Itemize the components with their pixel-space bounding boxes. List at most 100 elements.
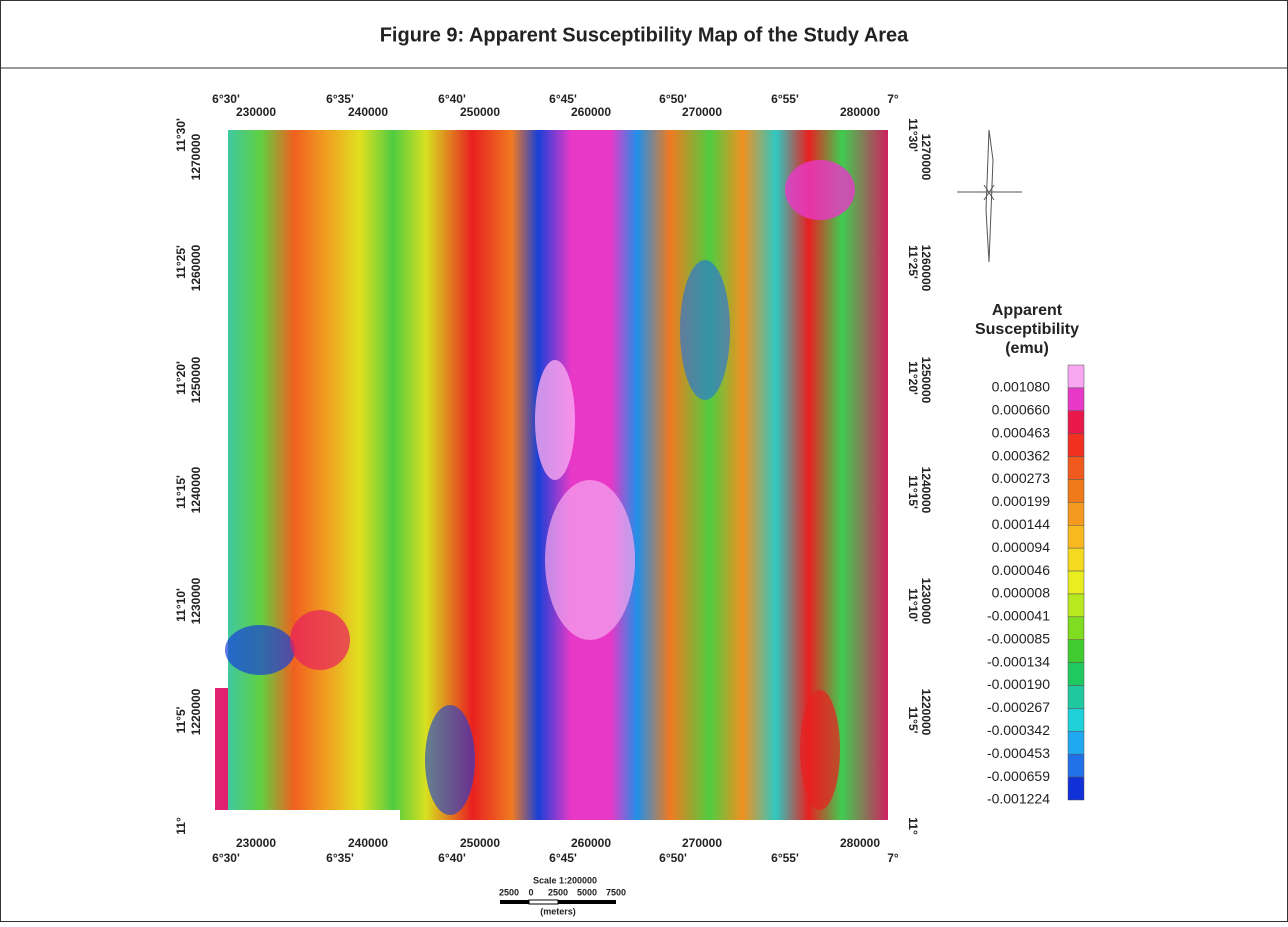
legend-swatch [1067,639,1085,663]
coord-label: 6°55' [771,851,799,865]
coord-label: 6°50' [659,851,687,865]
map-blob [290,610,350,670]
legend-label: -0.000342 [987,722,1050,738]
coord-label: 1270000 [919,134,933,181]
scale-title: Scale 1:200000 [533,875,597,885]
coord-label: 11°30' [906,118,920,152]
coord-label: 6°30' [212,851,240,865]
legend-swatch [1067,662,1085,686]
coord-label: 7° [887,92,899,106]
legend-swatch [1067,525,1085,549]
scale-tick: 2500 [499,887,519,897]
legend-label: 0.000362 [992,447,1051,463]
legend-swatch [1067,364,1085,389]
coord-label: 1260000 [189,244,203,291]
legend-label: -0.000085 [987,630,1050,646]
coord-label: 240000 [348,836,388,850]
legend-label: -0.001224 [987,791,1050,807]
coord-label: 6°40' [438,851,466,865]
coord-label: 11°10' [906,588,920,622]
scale-tick: 0 [528,887,533,897]
legend-title: (emu) [1005,340,1049,357]
figure-title: Figure 9: Apparent Susceptibility Map of… [380,24,909,46]
legend-label: 0.000144 [992,516,1051,532]
coord-label: 6°35' [326,92,354,106]
coord-label: 280000 [840,836,880,850]
legend-label: 0.000046 [992,562,1051,578]
scale-tick: 5000 [577,887,597,897]
legend-label: 0.000463 [992,424,1051,440]
legend-label: 0.000008 [992,585,1051,601]
legend-label: -0.000453 [987,745,1050,761]
map-raster [215,688,228,820]
coord-label: 1230000 [919,578,933,625]
north-arrow [957,129,1022,263]
coord-label: 11° [174,817,188,835]
coord-label: 1240000 [919,467,933,514]
coord-label: 7° [887,851,899,865]
legend-swatch [1067,708,1085,732]
coord-label: 6°55' [771,92,799,106]
coord-label: 6°45' [549,851,577,865]
map-blob [425,705,475,815]
legend-swatch [1067,433,1085,457]
legend-swatch [1067,547,1085,572]
legend-label: -0.000267 [987,699,1050,715]
legend-swatch [1067,502,1085,526]
coord-label: 6°35' [326,851,354,865]
map-blob [800,690,840,810]
legend-swatch [1067,479,1085,503]
scale-bar: Scale 1:200000 2500 0 2500 5000 7500 (meters) [499,875,626,916]
coord-label: 270000 [682,836,722,850]
coord-label: 1260000 [919,245,933,292]
map-image [215,130,888,822]
coord-label: 6°45' [549,92,577,106]
map-blob [680,260,730,400]
coord-label: 11°15' [906,475,920,509]
scale-tick: 7500 [606,887,626,897]
legend-title: Susceptibility [975,321,1079,338]
legend-swatch [1067,410,1085,434]
legend-swatch [1067,776,1085,801]
coord-label: 11°20' [906,361,920,395]
coord-label: 11°15' [174,475,188,509]
coord-label: 11° [906,817,920,835]
coord-label: 6°40' [438,92,466,106]
map-blob [535,360,575,480]
coord-label: 1270000 [189,133,203,180]
coord-label: 11°5' [174,706,188,733]
legend-label: 0.000199 [992,493,1051,509]
coord-label: 230000 [236,836,276,850]
coord-label: 1220000 [919,689,933,736]
coord-label: 250000 [460,105,500,119]
coord-label: 260000 [571,836,611,850]
legend-label: 0.001080 [992,379,1051,395]
legend-label: -0.000659 [987,768,1050,784]
scale-unit: (meters) [540,906,576,916]
scale-tick: 2500 [548,887,568,897]
coord-label: 1250000 [189,356,203,403]
coord-label: 11°25' [906,245,920,279]
legend-swatch [1067,731,1085,755]
coord-label: 240000 [348,105,388,119]
coord-label: 11°20' [174,361,188,395]
legend-swatch [1067,593,1085,618]
coord-label: 250000 [460,836,500,850]
legend-label: -0.000134 [987,653,1050,669]
legend-swatch [1067,616,1085,640]
coord-label: 1230000 [189,577,203,624]
map-blob [545,480,635,640]
coord-label: 1220000 [189,688,203,735]
legend-swatch [1067,685,1085,709]
legend-swatch [1067,456,1085,480]
legend-swatch [1067,570,1085,595]
coord-label: 270000 [682,105,722,119]
legend-title: Apparent [992,302,1063,319]
legend-swatch [1067,387,1085,412]
map-blob [225,625,295,675]
coord-label: 11°10' [174,588,188,622]
legend-swatch [1067,753,1085,778]
legend-label: -0.000190 [987,676,1050,692]
legend-label: 0.000273 [992,470,1051,486]
